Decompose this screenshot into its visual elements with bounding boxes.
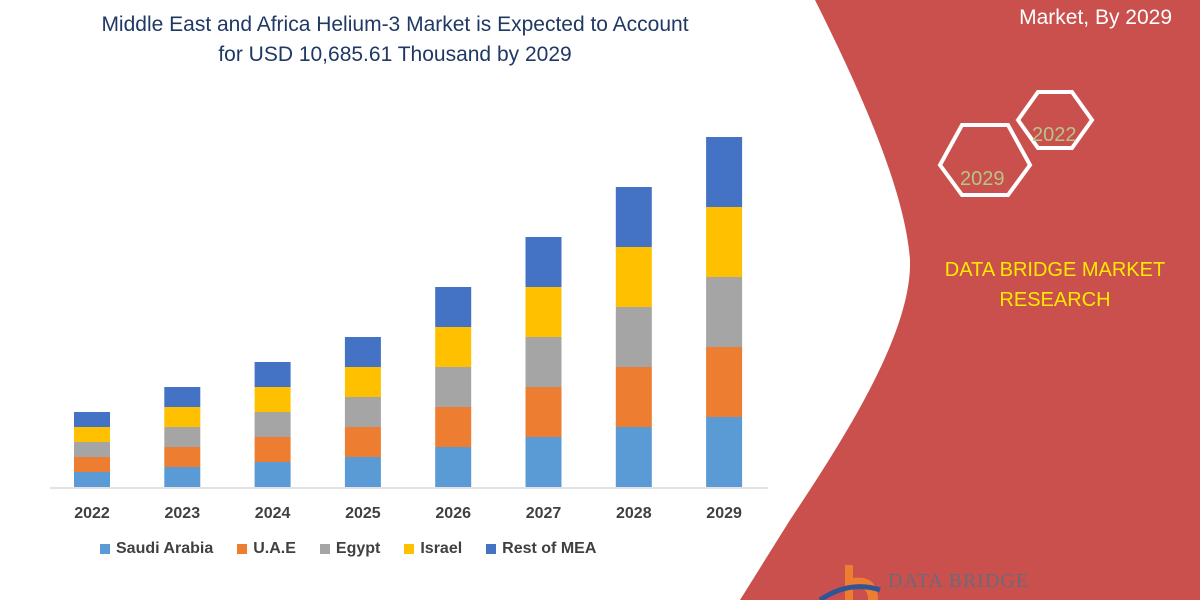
bar-2028-u-a-e xyxy=(615,367,652,427)
brand-text: DATA BRIDGE MARKET RESEARCH xyxy=(920,255,1190,315)
hex-label-2029: 2029 xyxy=(960,168,1005,190)
legend-label: Egypt xyxy=(335,540,381,557)
bar-2028-saudi-arabia xyxy=(615,427,652,487)
panel-subtitle: Market, By 2029 xyxy=(1019,6,1172,29)
bar-2029-u-a-e xyxy=(706,347,743,417)
hex-2022 xyxy=(1015,90,1095,150)
legend: Saudi Arabia U.A.E Egypt Israel Rest of MEA xyxy=(100,540,596,558)
bar-2029-egypt xyxy=(706,277,743,347)
bar-2023-u-a-e xyxy=(164,447,201,467)
bar-2026-u-a-e xyxy=(435,407,472,447)
x-tick-label: 2025 xyxy=(345,505,381,522)
bar-2025-saudi-arabia xyxy=(344,457,381,487)
bar-2027-saudi-arabia xyxy=(525,437,562,487)
legend-item: Saudi Arabia xyxy=(100,540,213,558)
x-tick-label: 2022 xyxy=(74,505,110,522)
legend-label: U.A.E xyxy=(253,540,296,557)
bar-2023-egypt xyxy=(164,427,201,447)
legend-item: Israel xyxy=(404,540,462,558)
x-tick-label: 2028 xyxy=(616,505,652,522)
legend-item: U.A.E xyxy=(237,540,296,558)
bar-2027-u-a-e xyxy=(525,387,562,437)
legend-label: Rest of MEA xyxy=(502,540,597,557)
bar-2022-saudi-arabia xyxy=(74,472,110,487)
logo-icon xyxy=(818,565,881,600)
bar-2023-saudi-arabia xyxy=(164,467,201,487)
logo-text: DATA BRIDGE xyxy=(888,570,1030,592)
legend-swatch xyxy=(486,544,497,554)
legend-label: Saudi Arabia xyxy=(116,540,214,557)
bar-2026-saudi-arabia xyxy=(435,447,472,487)
hex-2029 xyxy=(937,123,1033,197)
bar-2027-rest-of-mea xyxy=(525,237,562,287)
red-side-panel xyxy=(740,0,1200,600)
brand-line-2: RESEARCH xyxy=(999,289,1111,311)
bar-2026-egypt xyxy=(435,367,472,407)
bar-2024-egypt xyxy=(254,412,291,437)
stacked-bar-chart: 2022 2023 2024 2025 2026 2027 2028 2029 xyxy=(50,137,768,522)
bar-2029-saudi-arabia xyxy=(706,417,743,487)
bar-2022-u-a-e xyxy=(74,457,110,472)
bar-2029-israel xyxy=(706,207,743,277)
bar-2028-rest-of-mea xyxy=(615,187,652,247)
x-tick-label: 2023 xyxy=(165,505,201,522)
bar-2025-egypt xyxy=(344,397,381,427)
bar-2025-rest-of-mea xyxy=(344,337,381,367)
bar-2024-saudi-arabia xyxy=(254,462,291,487)
legend-label: Israel xyxy=(420,540,463,557)
bar-2023-israel xyxy=(164,407,201,427)
bar-2025-u-a-e xyxy=(344,427,381,457)
bar-2024-u-a-e xyxy=(254,437,291,462)
legend-item: Egypt xyxy=(319,540,381,558)
bar-2025-israel xyxy=(344,367,381,397)
bar-2028-egypt xyxy=(615,307,652,367)
bar-2026-rest-of-mea xyxy=(435,287,472,327)
legend-swatch xyxy=(404,544,415,554)
bar-2028-israel xyxy=(615,247,652,307)
x-tick-label: 2029 xyxy=(706,505,742,522)
legend-swatch xyxy=(319,544,330,554)
chart-title: Middle East and Africa Helium-3 Market i… xyxy=(40,10,750,70)
bar-2022-rest-of-mea xyxy=(74,412,110,427)
bar-2023-rest-of-mea xyxy=(164,387,201,407)
bar-2022-israel xyxy=(74,427,110,442)
bar-2027-egypt xyxy=(525,337,562,387)
bar-2022-egypt xyxy=(74,442,110,457)
bar-2024-rest-of-mea xyxy=(254,362,291,387)
x-tick-label: 2026 xyxy=(435,505,471,522)
legend-swatch xyxy=(237,544,248,554)
legend-swatch xyxy=(100,544,110,554)
hex-label-2022: 2022 xyxy=(1032,124,1077,146)
legend-item: Rest of MEA xyxy=(486,540,596,558)
title-line-2: for USD 10,685.61 Thousand by 2029 xyxy=(218,43,572,66)
x-tick-label: 2027 xyxy=(526,505,562,522)
x-tick-label: 2024 xyxy=(255,505,291,522)
bar-2029-rest-of-mea xyxy=(706,137,743,207)
title-line-1: Middle East and Africa Helium-3 Market i… xyxy=(101,13,689,36)
bar-2027-israel xyxy=(525,287,562,337)
brand-line-1: DATA BRIDGE MARKET xyxy=(944,259,1166,281)
bar-2026-israel xyxy=(435,327,472,367)
bar-2024-israel xyxy=(254,387,291,412)
